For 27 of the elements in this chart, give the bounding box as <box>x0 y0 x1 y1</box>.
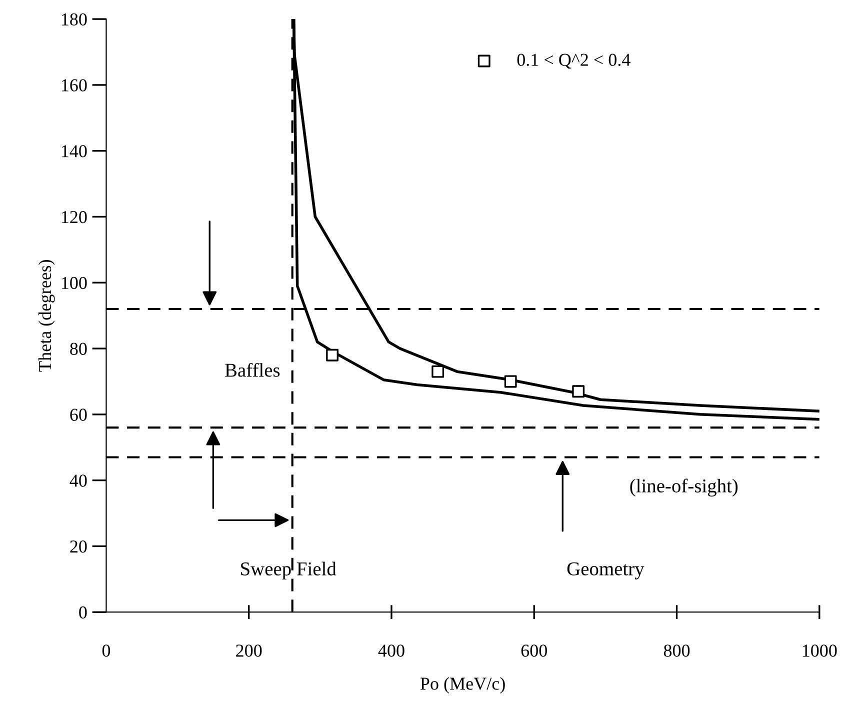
y-tick-label: 0 <box>79 606 87 619</box>
annotation: Sweep Field <box>241 562 336 580</box>
y-tick-label: 180 <box>62 13 87 26</box>
annotation: Geometry <box>567 562 644 580</box>
y-tick-label: 20 <box>70 540 87 553</box>
point <box>432 365 444 378</box>
point <box>504 375 517 388</box>
annotation: (line-of-sight) <box>630 478 738 497</box>
y-tick-label: 40 <box>70 474 87 487</box>
y-tick-label: 60 <box>70 408 87 421</box>
x-tick-label: 200 <box>236 644 262 657</box>
y-tick-label: 140 <box>62 145 87 158</box>
y-tick-label: 100 <box>62 276 87 290</box>
x-tick-label: 0 <box>102 644 110 657</box>
point <box>572 385 585 398</box>
y-axis-title: Theta (degrees) <box>38 260 55 372</box>
point <box>326 348 339 362</box>
x-tick-label: 400 <box>378 644 404 657</box>
y-tick-label: 160 <box>62 79 87 92</box>
annotation: Baffles <box>225 362 280 377</box>
x-axis-title: Po (MeV/c) <box>420 677 505 694</box>
x-tick-label: 800 <box>664 644 690 657</box>
y-tick-label: 120 <box>62 211 87 224</box>
legend-label: 0.1 < Q^2 < 0.4 <box>517 54 630 69</box>
y-tick-label: 80 <box>70 342 87 355</box>
x-tick-label: 1000 <box>802 644 837 657</box>
x-tick-label: 600 <box>521 644 547 657</box>
